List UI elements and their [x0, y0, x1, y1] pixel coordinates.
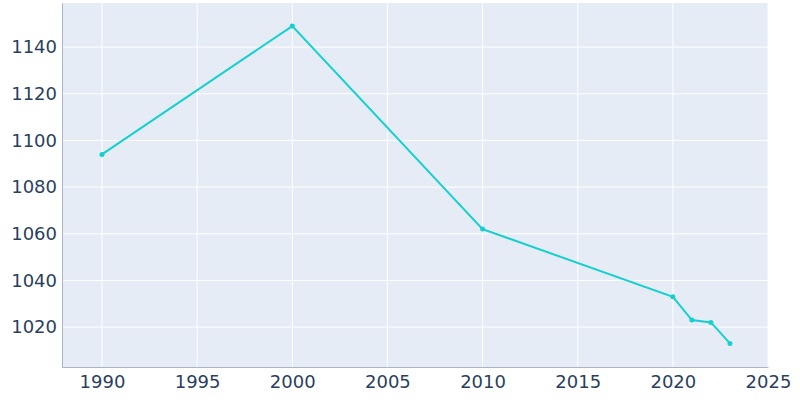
y-tick-label: 1080	[11, 176, 57, 197]
data-point	[727, 341, 732, 346]
y-grid-line	[62, 93, 768, 94]
y-tick: 1120	[11, 83, 62, 104]
x-tick-label: 2010	[460, 371, 506, 392]
x-grid-line	[672, 3, 673, 367]
y-tick-label: 1100	[11, 130, 57, 151]
x-tick-label: 2005	[365, 371, 411, 392]
grid	[62, 3, 768, 367]
y-tick: 1080	[11, 176, 62, 197]
x-grid-line	[292, 3, 293, 367]
x-tick-label: 1995	[175, 371, 221, 392]
data-point	[290, 24, 295, 29]
y-grid-line	[62, 140, 768, 141]
x-tick: 2025	[746, 367, 792, 392]
y-grid-line	[62, 233, 768, 234]
x-axis-line	[63, 367, 769, 368]
y-tick: 1140	[11, 36, 62, 57]
x-grid-line	[768, 3, 769, 367]
plot: 1990 1995 2000 2005 2010 2015 2020 2025 1020 1040…	[11, 3, 791, 392]
y-axis: 1020 1040 1060 1080 1100 1120 1140	[11, 4, 62, 368]
y-axis-line	[62, 4, 63, 368]
y-grid-line	[62, 280, 768, 281]
x-tick-label: 1990	[80, 371, 126, 392]
x-tick: 2010	[460, 367, 506, 392]
x-grid-line	[197, 3, 198, 367]
y-tick-label: 1120	[11, 83, 57, 104]
x-tick: 1995	[175, 367, 221, 392]
y-tick-label: 1040	[11, 270, 57, 291]
y-tick-label: 1020	[11, 316, 57, 337]
y-tick: 1100	[11, 130, 62, 151]
y-tick-label: 1060	[11, 223, 57, 244]
y-grid-line	[62, 327, 768, 328]
data-point	[689, 318, 694, 323]
x-grid-line	[482, 3, 483, 367]
y-grid-line	[62, 187, 768, 188]
x-grid-line	[101, 3, 102, 367]
data-point	[480, 227, 485, 232]
data-point	[670, 294, 675, 299]
x-tick-label: 2000	[270, 371, 316, 392]
x-tick-label: 2025	[746, 371, 792, 392]
x-grid-line	[577, 3, 578, 367]
plot-background	[62, 3, 768, 367]
x-tick: 2005	[365, 367, 411, 392]
x-tick: 1990	[80, 367, 126, 392]
x-tick: 2015	[555, 367, 601, 392]
x-axis: 1990 1995 2000 2005 2010 2015 2020 2025	[63, 367, 792, 392]
x-tick-label: 2020	[650, 371, 696, 392]
y-tick: 1040	[11, 270, 62, 291]
x-tick: 2000	[270, 367, 316, 392]
x-tick-label: 2015	[555, 371, 601, 392]
data-point	[99, 152, 104, 157]
data-point	[708, 320, 713, 325]
y-tick: 1060	[11, 223, 62, 244]
data-line	[102, 26, 730, 343]
x-grid-line	[387, 3, 388, 367]
y-grid-line	[62, 47, 768, 48]
y-tick-label: 1140	[11, 36, 57, 57]
y-tick: 1020	[11, 316, 62, 337]
x-tick: 2020	[650, 367, 696, 392]
chart: 1990 1995 2000 2005 2010 2015 2020 2025 1020 1040…	[0, 0, 800, 400]
series	[99, 24, 732, 346]
